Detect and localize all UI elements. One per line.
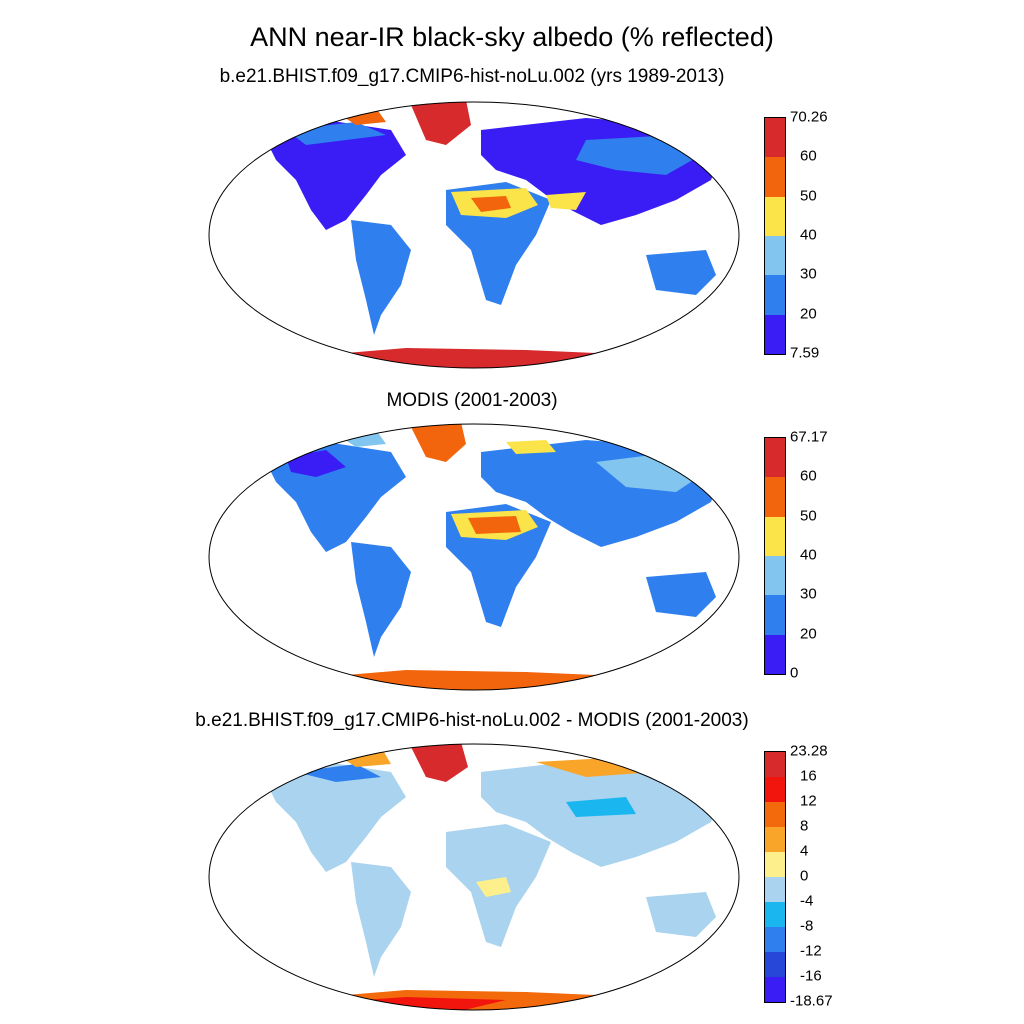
panel-1-map <box>208 101 740 369</box>
colorbar-tick-label: 20 <box>800 305 817 323</box>
colorbar-segment <box>765 902 785 927</box>
colorbar-tick-label: 0 <box>800 867 809 885</box>
panel-1-colorbar <box>764 117 786 355</box>
panel-1-map-outline <box>208 101 740 369</box>
panel-2-land <box>266 424 726 690</box>
colorbar-segment <box>765 196 785 236</box>
colorbar-segment <box>765 752 785 777</box>
colorbar-tick-label: 70.26 <box>790 108 828 126</box>
colorbar-segment <box>765 516 785 556</box>
colorbar-segment <box>765 438 785 478</box>
colorbar-tick-label: 20 <box>800 625 817 643</box>
colorbar-tick-label: 60 <box>800 147 817 165</box>
panel-2-map <box>208 423 740 691</box>
colorbar-segment <box>765 952 785 977</box>
colorbar-tick-label: 7.59 <box>790 344 820 362</box>
colorbar-tick-label: 12 <box>800 792 817 810</box>
colorbar-tick-label: 0 <box>790 664 799 682</box>
panel-2-title: MODIS (2001-2003) <box>386 390 558 411</box>
colorbar-tick-label: 16 <box>800 767 817 785</box>
colorbar-segment <box>765 236 785 276</box>
colorbar-tick-label: 40 <box>800 546 817 564</box>
colorbar-segment <box>765 927 785 952</box>
figure-title: ANN near-IR black-sky albedo (% reflecte… <box>250 22 774 52</box>
colorbar-tick-label: 40 <box>800 226 817 244</box>
colorbar-tick-label: 8 <box>800 817 809 835</box>
colorbar-segment <box>765 595 785 635</box>
colorbar-segment <box>765 977 785 1002</box>
colorbar-segment <box>765 477 785 517</box>
colorbar-segment <box>765 275 785 315</box>
colorbar-segment <box>765 777 785 802</box>
colorbar-segment <box>765 634 785 674</box>
colorbar-segment <box>765 314 785 354</box>
panel-1-land <box>266 102 726 368</box>
panel-1-title: b.e21.BHIST.f09_g17.CMIP6-hist-noLu.002 … <box>219 66 725 87</box>
panel-3-map <box>208 743 740 1011</box>
colorbar-tick-label: 4 <box>800 842 809 860</box>
colorbar-tick-label: 60 <box>800 467 817 485</box>
colorbar-tick-label: -16 <box>800 967 822 985</box>
colorbar-segment <box>765 877 785 902</box>
panel-3-map-outline <box>208 743 740 1011</box>
colorbar-tick-label: -8 <box>800 917 814 935</box>
colorbar-segment <box>765 852 785 877</box>
colorbar-tick-label: -18.67 <box>790 992 833 1010</box>
colorbar-segment <box>765 157 785 197</box>
colorbar-segment <box>765 827 785 852</box>
panel-3-title: b.e21.BHIST.f09_g17.CMIP6-hist-noLu.002 … <box>195 710 749 731</box>
colorbar-tick-label: 30 <box>800 585 817 603</box>
panel-2-colorbar <box>764 437 786 675</box>
colorbar-tick-label: -4 <box>800 892 814 910</box>
colorbar-segment <box>765 118 785 158</box>
panel-3-land <box>266 744 726 1010</box>
colorbar-segment <box>765 802 785 827</box>
colorbar-tick-label: -12 <box>800 942 822 960</box>
panel-2-map-outline <box>208 423 740 691</box>
colorbar-tick-label: 30 <box>800 265 817 283</box>
colorbar-tick-label: 50 <box>800 507 817 525</box>
colorbar-tick-label: 67.17 <box>790 428 828 446</box>
colorbar-tick-label: 50 <box>800 187 817 205</box>
colorbar-tick-label: 23.28 <box>790 742 828 760</box>
colorbar-segment <box>765 556 785 596</box>
panel-3-colorbar <box>764 751 786 1003</box>
